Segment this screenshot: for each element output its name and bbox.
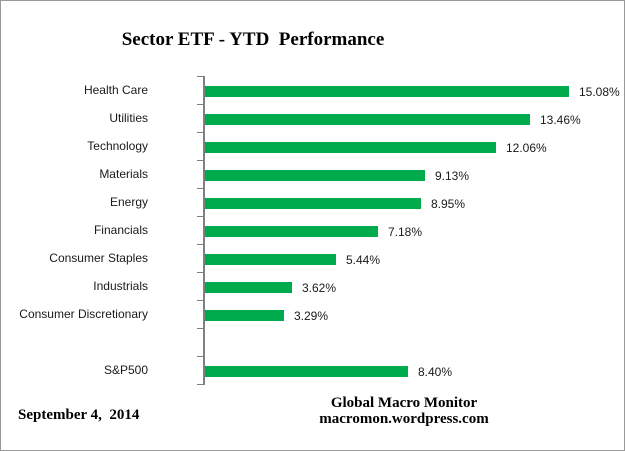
value-label: 5.44%: [346, 253, 381, 267]
value-label: 9.13%: [435, 169, 470, 183]
category-label: S&P500: [103, 363, 148, 377]
axis-tick-mark: [197, 300, 205, 301]
axis-tick-mark: [197, 104, 205, 105]
bar: [205, 170, 425, 181]
category-label: Energy: [109, 195, 148, 209]
category-axis-line: [203, 76, 205, 384]
axis-tick-mark: [197, 216, 205, 217]
category-label: Health Care: [83, 83, 148, 97]
axis-tick-mark: [197, 384, 205, 385]
axis-tick-mark: [197, 160, 205, 161]
value-label: 12.06%: [506, 141, 547, 155]
value-label: 3.29%: [294, 309, 329, 323]
bar: [205, 226, 378, 237]
axis-tick-mark: [197, 272, 205, 273]
bar: [205, 310, 284, 321]
category-label: Consumer Discretionary: [19, 307, 148, 321]
axis-tick-mark: [197, 244, 205, 245]
value-label: 7.18%: [388, 225, 423, 239]
attribution-line-1: Global Macro Monitor: [330, 395, 478, 411]
bar: [205, 282, 292, 293]
bar: [205, 198, 421, 209]
category-label: Utilities: [109, 111, 148, 125]
attribution-line-2: macromon.wordpress.com: [319, 411, 489, 427]
attribution: Global Macro Monitor macromon.wordpress.…: [319, 395, 488, 427]
value-label: 8.95%: [431, 197, 466, 211]
axis-tick-mark: [197, 132, 205, 133]
value-label: 15.08%: [579, 85, 620, 99]
category-label: Industrials: [93, 279, 148, 293]
category-label: Materials: [99, 167, 148, 181]
axis-tick-mark: [197, 76, 205, 77]
chart-title: Sector ETF - YTD Performance: [121, 29, 385, 50]
bar: [205, 114, 530, 125]
axis-tick-mark: [197, 328, 205, 329]
axis-tick-mark: [197, 356, 205, 357]
category-label: Consumer Staples: [49, 251, 148, 265]
value-label: 13.46%: [540, 113, 581, 127]
value-label: 3.62%: [302, 281, 337, 295]
value-label: 8.40%: [418, 365, 453, 379]
bar: [205, 142, 496, 153]
bar: [205, 254, 336, 265]
bar: [205, 366, 408, 377]
category-label: Technology: [87, 139, 148, 153]
category-label: Financials: [93, 223, 148, 237]
footer-date: September 4, 2014: [18, 407, 140, 423]
axis-tick-mark: [197, 188, 205, 189]
bar: [205, 86, 569, 97]
